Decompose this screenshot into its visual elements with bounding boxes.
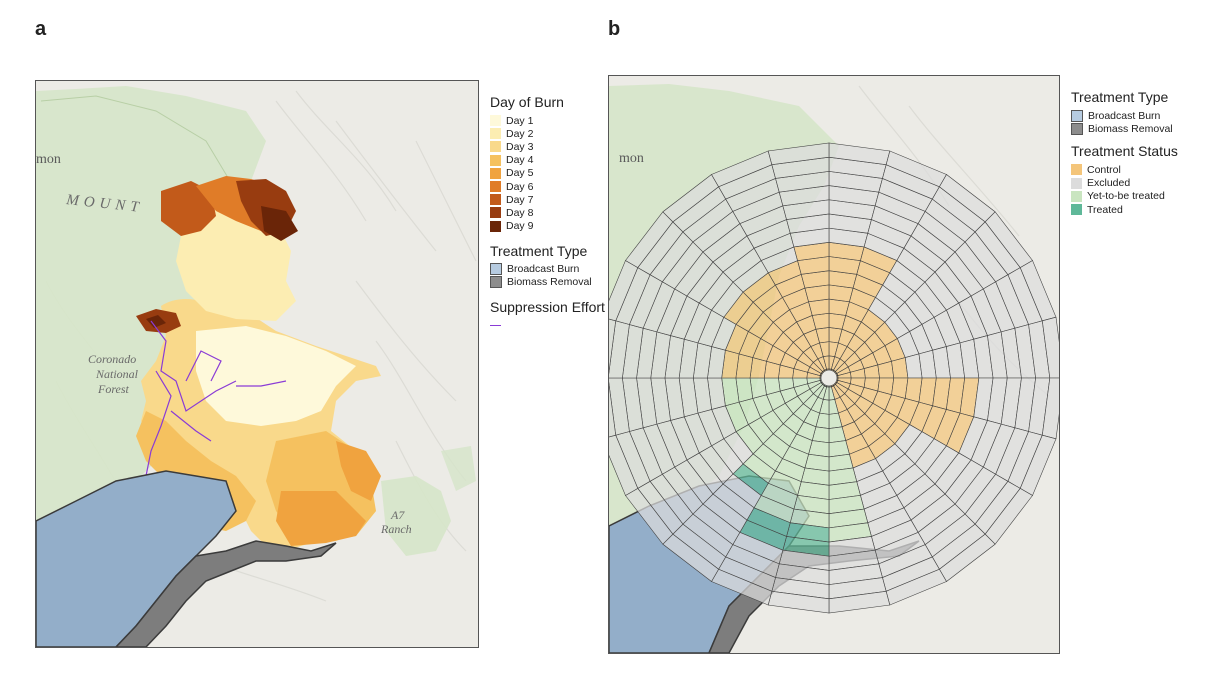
place-label-mon-b: mon <box>619 151 644 166</box>
panel-a-legend: Day of Burn Day 1 Day 2 Day 3 Day 4 Day 5 Day… <box>490 94 608 332</box>
panel-a-map-svg: mon MOUNT Coronado National Forest A7 Ra… <box>36 81 478 647</box>
ranch-label-line1: A7 <box>390 508 405 522</box>
day-of-burn-swatch <box>490 128 501 140</box>
day-of-burn-legend-item: Day 2 <box>490 127 608 140</box>
legend-label: Day 6 <box>506 180 534 193</box>
day-of-burn-swatch <box>490 220 501 232</box>
day-of-burn-title: Day of Burn <box>490 94 564 110</box>
treatment-status-legend-item: Treated <box>1071 203 1201 216</box>
legend-label: Biomass Removal <box>1088 122 1173 135</box>
forest-label-line3: Forest <box>97 382 130 396</box>
treatment-type-title-b: Treatment Type <box>1071 89 1169 105</box>
legend-item-suppression <box>490 319 608 332</box>
treatment-status-swatch <box>1071 190 1082 202</box>
legend-label: Biomass Removal <box>507 276 592 289</box>
day-of-burn-legend-item: Day 6 <box>490 180 608 193</box>
place-label-mon: mon <box>36 152 61 167</box>
legend-label: Day 3 <box>506 140 534 153</box>
treatment-status-legend-item: Excluded <box>1071 177 1201 190</box>
day-of-burn-swatch <box>490 141 501 153</box>
legend-label: Control <box>1087 163 1121 176</box>
legend-label: Broadcast Burn <box>1088 109 1161 122</box>
day-of-burn-legend-item: Day 5 <box>490 167 608 180</box>
panel-a-letter: a <box>35 18 47 40</box>
legend-label: Treated <box>1087 203 1123 216</box>
burn-area <box>136 176 381 549</box>
legend-item-biomass-removal-a: Biomass Removal <box>490 276 608 289</box>
forest-label-line1: Coronado <box>88 352 136 366</box>
panel-b-map: mon <box>608 75 1060 654</box>
legend-label: Day 5 <box>506 167 534 180</box>
legend-item-broadcast-burn-a: Broadcast Burn <box>490 263 608 276</box>
legend-label: Day 8 <box>506 206 534 219</box>
treatment-type-title-a: Treatment Type <box>490 242 588 259</box>
legend-label: Broadcast Burn <box>507 263 580 276</box>
polar-cell <box>609 434 639 496</box>
panel-a-map: mon MOUNT Coronado National Forest A7 Ra… <box>35 80 479 648</box>
biomass-removal-swatch-b <box>1071 122 1083 135</box>
broadcast-burn-swatch-a <box>490 263 502 276</box>
legend-label: Yet-to-be treated <box>1087 190 1165 203</box>
suppression-line-swatch <box>490 325 501 327</box>
treatment-status-list: Control Excluded Yet-to-be treated Treated <box>1071 163 1201 216</box>
legend-label: Day 7 <box>506 193 534 206</box>
suppression-effort-title: Suppression Effort <box>490 299 605 316</box>
suppression-lines <box>145 320 287 477</box>
biomass-removal-swatch-a <box>490 276 502 289</box>
legend-item-biomass-removal-b: Biomass Removal <box>1071 122 1201 135</box>
day-of-burn-swatch <box>490 194 501 206</box>
day-of-burn-legend-item: Day 4 <box>490 154 608 167</box>
day-of-burn-swatch <box>490 115 501 127</box>
polar-cell <box>1041 316 1059 379</box>
biomass-removal-area <box>114 540 337 647</box>
day-of-burn-legend-item: Day 7 <box>490 193 608 206</box>
treatment-status-swatch <box>1071 177 1082 189</box>
legend-label: Excluded <box>1087 177 1131 190</box>
day-of-burn-list: Day 1 Day 2 Day 3 Day 4 Day 5 Day 6 Day 7 Day 8… <box>490 114 608 233</box>
day-of-burn-legend-item: Day 9 <box>490 220 608 233</box>
day-of-burn-legend-item: Day 3 <box>490 140 608 153</box>
polar-cell <box>609 381 617 438</box>
legend-label: Day 9 <box>506 220 534 233</box>
treatment-status-swatch <box>1071 164 1082 176</box>
polar-cell <box>609 318 617 375</box>
treatment-status-swatch <box>1071 204 1082 216</box>
day-of-burn-swatch <box>490 154 501 166</box>
treatment-status-legend-item: Yet-to-be treated <box>1071 190 1201 203</box>
treatment-status-title: Treatment Status <box>1071 143 1178 160</box>
panel-b-legend: Treatment Type Broadcast Burn Biomass Re… <box>1071 89 1201 216</box>
legend-label: Day 1 <box>506 114 534 127</box>
forest-label-line2: National <box>95 367 139 381</box>
ranch-area <box>381 476 451 556</box>
day-of-burn-swatch <box>490 207 501 219</box>
legend-item-broadcast-burn-b: Broadcast Burn <box>1071 109 1201 122</box>
polar-cell <box>767 142 830 166</box>
day-of-burn-swatch <box>490 181 501 193</box>
day-of-burn-legend-item: Day 8 <box>490 206 608 219</box>
legend-label: Day 2 <box>506 127 534 140</box>
polar-center <box>819 368 839 388</box>
treatment-status-legend-item: Control <box>1071 163 1201 176</box>
day-of-burn-legend-item: Day 1 <box>490 114 608 127</box>
panel-b-letter: b <box>608 18 621 40</box>
legend-label: Day 4 <box>506 154 534 167</box>
day-of-burn-swatch <box>490 167 501 179</box>
polar-treatment-grid <box>609 142 1059 614</box>
broadcast-burn-swatch-b <box>1071 109 1083 122</box>
ranch-label-line2: Ranch <box>380 522 412 536</box>
panel-b-map-svg: mon <box>609 76 1059 653</box>
